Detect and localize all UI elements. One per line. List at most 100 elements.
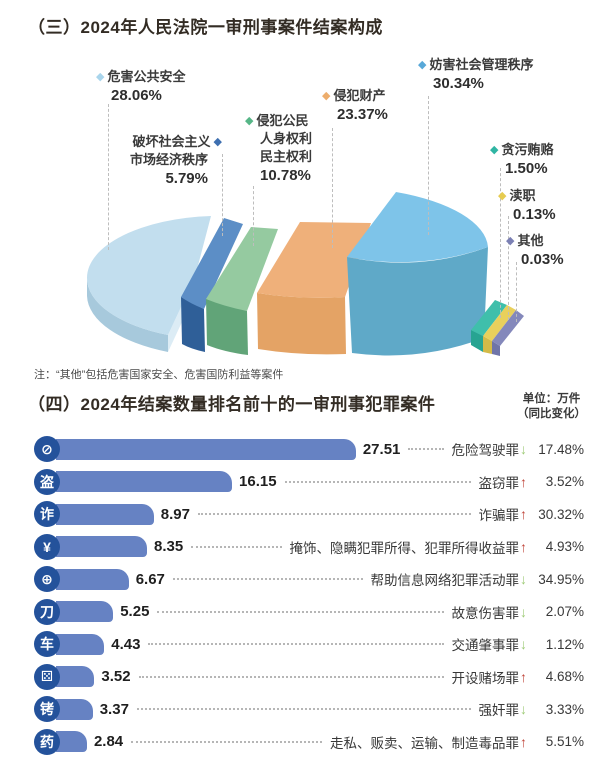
- knife-icon: 刀: [34, 598, 60, 625]
- diamond-icon: ◆: [322, 90, 331, 102]
- dotted-leader: [408, 448, 444, 451]
- diamond-icon: ◆: [506, 235, 515, 247]
- crime-name: 掩饰、隐瞒犯罪所得、犯罪所得收益罪: [289, 540, 520, 556]
- pie-section-title: （三）2024年人民法院一审刑事案件结案构成: [28, 18, 383, 37]
- bar: [56, 503, 154, 525]
- pie-slice-social-order: [347, 192, 488, 356]
- bar-value: 3.52: [101, 668, 131, 686]
- bar-value: 16.15: [239, 473, 277, 491]
- pie-label-corruption: ◆ 贪污贿赂 1.50%: [490, 142, 554, 177]
- unit-note: 单位：万件 （同比变化）: [517, 393, 586, 420]
- crime-name: 走私、贩卖、运输、制造毒品罪: [330, 735, 519, 751]
- drugs-icon: 药: [34, 728, 60, 755]
- leader-line-social-order: [428, 96, 429, 235]
- bar: [56, 438, 356, 460]
- yoy-percent: 3.33%: [545, 701, 584, 717]
- diamond-icon: ◆: [490, 144, 499, 156]
- pie-slice-dereliction: [483, 305, 516, 354]
- dotted-leader: [136, 708, 471, 711]
- pie-label-social-order: ◆ 妨害社会管理秩序 30.34%: [418, 57, 534, 92]
- pie-slice-market-economy: [181, 218, 243, 352]
- bar: [56, 731, 87, 753]
- pie-label-other: ◆ 其他 0.03%: [506, 233, 564, 268]
- up-arrow-icon: ↑: [520, 668, 527, 685]
- up-arrow-icon: ↑: [520, 733, 527, 750]
- leader-line-dereliction: [508, 216, 509, 320]
- down-arrow-icon: ↓: [520, 603, 527, 620]
- down-arrow-icon: ↓: [520, 636, 527, 653]
- dotted-leader: [284, 480, 471, 483]
- bar: [56, 601, 114, 623]
- money-bag-icon: ¥: [34, 533, 60, 560]
- yoy-percent: 5.51%: [545, 734, 584, 750]
- pie-slice-property: [257, 222, 371, 355]
- diamond-icon: ◆: [245, 115, 254, 127]
- dotted-leader: [172, 578, 363, 581]
- crime-name: 帮助信息网络犯罪活动罪: [370, 573, 520, 589]
- bar: [56, 698, 93, 720]
- bar-row: ⊕ 6.67 帮助信息网络犯罪活动罪 ↓ 34.95%: [0, 563, 600, 596]
- bar-value: 2.84: [93, 733, 124, 751]
- bar: [56, 666, 95, 688]
- bar-row: ⊘ 27.51 危险驾驶罪 ↓ 17.48%: [0, 433, 600, 466]
- down-arrow-icon: ↓: [520, 441, 527, 458]
- up-arrow-icon: ↑: [520, 506, 527, 523]
- bar-row: 刀 5.25 故意伤害罪 ↓ 2.07%: [0, 596, 600, 629]
- no-drunk-driving-icon: ⊘: [34, 436, 60, 463]
- bar-value: 5.25: [120, 603, 150, 621]
- bar-row: 诈 8.97 诈骗罪 ↑ 30.32%: [0, 498, 600, 531]
- bar-rows: ⊘ 27.51 危险驾驶罪 ↓ 17.48% 盗 16.15 盗窃罪 ↑ 3.5…: [0, 433, 600, 758]
- down-arrow-icon: ↓: [520, 701, 527, 718]
- bar: [56, 536, 147, 558]
- up-arrow-icon: ↑: [520, 473, 527, 490]
- dotted-leader: [148, 643, 444, 646]
- bar-row: 盗 16.15 盗窃罪 ↑ 3.52%: [0, 466, 600, 499]
- bar-row: ¥ 8.35 掩饰、隐瞒犯罪所得、犯罪所得收益罪 ↑ 4.93%: [0, 531, 600, 564]
- bar-value: 6.67: [135, 570, 165, 588]
- dotted-leader: [138, 675, 444, 678]
- dice-icon: ⚄: [34, 663, 60, 690]
- bar-value: 8.97: [160, 505, 190, 523]
- pie-chart: [86, 192, 524, 356]
- bar-value: 27.51: [362, 440, 401, 458]
- crime-name: 交通肇事罪: [451, 638, 520, 654]
- pie-label-citizen-rights: ◆ 侵犯公民 人身权利 民主权利 10.78%: [245, 113, 313, 184]
- dotted-leader: [197, 513, 471, 516]
- diamond-icon: ◆: [498, 190, 507, 202]
- pie-footnote: 注：“其他”包括危害国家安全、危害国防利益等案件: [34, 369, 284, 381]
- theft-icon: 盗: [34, 468, 60, 495]
- leader-line-property: [332, 128, 333, 248]
- leader-line-corruption: [500, 168, 501, 318]
- bar-value: 8.35: [154, 538, 184, 556]
- leader-line-citizen-rights: [253, 186, 254, 246]
- bar-section: （四）2024年结案数量排名前十的一审刑事犯罪案件 单位：万件 （同比变化） ⊘…: [0, 386, 600, 768]
- bar-row: ⚄ 3.52 开设赌场罪 ↑ 4.68%: [0, 661, 600, 694]
- leader-line-market-economy: [222, 154, 223, 236]
- bar-row: 车 4.43 交通肇事罪 ↓ 1.12%: [0, 628, 600, 661]
- crime-name: 诈骗罪: [478, 508, 520, 524]
- bar-section-title: （四）2024年结案数量排名前十的一审刑事犯罪案件: [28, 395, 436, 414]
- diamond-icon: ◆: [213, 136, 222, 148]
- yoy-percent: 17.48%: [538, 441, 584, 457]
- up-arrow-icon: ↑: [520, 538, 527, 555]
- car-accident-icon: 车: [34, 631, 60, 658]
- crime-name: 故意伤害罪: [451, 605, 520, 621]
- yoy-percent: 1.12%: [545, 636, 584, 652]
- bar-value: 3.37: [99, 700, 129, 718]
- pie-label-dereliction: ◆ 渎职 0.13%: [498, 188, 556, 223]
- bar: [56, 633, 105, 655]
- yoy-percent: 3.52%: [545, 474, 584, 490]
- pie-slice-corruption: [471, 300, 507, 352]
- bar: [56, 471, 233, 493]
- yoy-percent: 2.07%: [545, 604, 584, 620]
- pie-section: （三）2024年人民法院一审刑事案件结案构成: [28, 18, 564, 381]
- bar-row: 铐 3.37 强奸罪 ↓ 3.33%: [0, 693, 600, 726]
- fraud-icon: 诈: [34, 501, 60, 528]
- handcuffs-icon: 铐: [34, 696, 60, 723]
- dotted-leader: [191, 545, 282, 548]
- pie-label-public-safety: ◆ 危害公共安全 28.06%: [96, 69, 186, 104]
- bar-value: 4.43: [111, 635, 141, 653]
- yoy-percent: 4.68%: [545, 669, 584, 685]
- diamond-icon: ◆: [418, 59, 427, 71]
- leader-line-other: [516, 262, 517, 322]
